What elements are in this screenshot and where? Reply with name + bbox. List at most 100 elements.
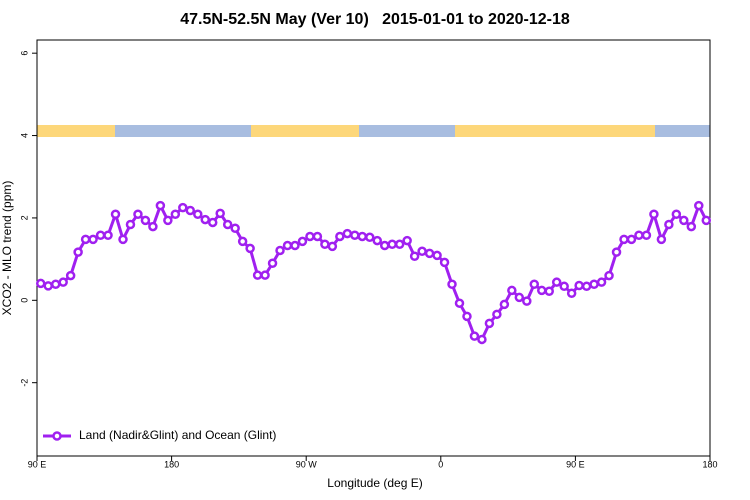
- surface-band: [37, 125, 710, 137]
- y-tick-label: 4: [19, 133, 29, 138]
- data-point: [544, 286, 554, 296]
- x-tick-label: 180: [164, 459, 179, 469]
- data-point: [432, 250, 442, 261]
- data-point: [379, 240, 390, 251]
- data-point: [372, 235, 382, 246]
- data-point: [163, 215, 173, 226]
- data-point: [118, 234, 128, 245]
- data-point: [245, 243, 255, 254]
- data-point: [514, 292, 525, 303]
- data-point: [312, 231, 323, 242]
- data-point: [417, 246, 427, 257]
- data-point: [148, 221, 158, 232]
- data-point: [297, 236, 308, 247]
- data-point: [80, 234, 91, 245]
- data-point: [619, 234, 629, 245]
- data-point: [559, 281, 569, 292]
- data-point: [566, 288, 577, 299]
- data-point: [596, 277, 607, 287]
- data-point: [664, 219, 674, 230]
- data-point: [365, 232, 375, 243]
- data-point: [320, 239, 330, 250]
- data-point: [581, 281, 592, 292]
- data-point: [178, 202, 188, 213]
- data-point: [95, 230, 106, 240]
- data-point: [679, 215, 689, 226]
- data-point: [350, 230, 360, 240]
- data-point: [193, 209, 203, 219]
- data-point: [694, 200, 704, 211]
- data-point: [671, 209, 682, 219]
- data-point: [537, 285, 547, 296]
- data-point: [155, 200, 166, 211]
- data-point: [641, 230, 652, 240]
- data-point: [110, 209, 121, 219]
- data-point: [65, 270, 76, 281]
- data-point: [701, 215, 712, 226]
- data-point: [551, 277, 562, 287]
- x-tick-label: 180: [702, 459, 717, 469]
- data-point: [409, 251, 420, 261]
- y-axis-label: XCO2 - MLO trend (ppm): [0, 181, 14, 316]
- x-tick-label: 90 E: [566, 459, 585, 469]
- data-point: [43, 281, 53, 291]
- data-point: [140, 215, 151, 226]
- y-tick-label: -2: [19, 379, 29, 387]
- data-point: [305, 231, 315, 242]
- data-point: [222, 219, 233, 230]
- data-point: [290, 240, 300, 251]
- data-point: [507, 285, 517, 296]
- data-point: [327, 241, 338, 252]
- legend-label: Land (Nadir&Glint) and Ocean (Glint): [79, 428, 276, 442]
- data-point: [282, 240, 293, 251]
- data-point: [170, 209, 181, 219]
- data-point: [686, 221, 697, 232]
- data-point: [252, 270, 263, 280]
- data-point: [342, 228, 353, 239]
- plot-frame: [36, 39, 711, 457]
- data-point: [626, 234, 637, 245]
- data-point: [103, 230, 113, 240]
- data-point: [492, 309, 502, 320]
- data-point: [200, 214, 210, 225]
- data-point: [604, 270, 614, 281]
- x-tick-label: 0: [438, 459, 443, 469]
- data-point: [387, 239, 397, 250]
- chart-title: 47.5N-52.5N May (Ver 10) 2015-01-01 to 2…: [180, 11, 570, 28]
- data-point: [230, 223, 240, 233]
- data-point: [649, 209, 659, 219]
- data-point: [125, 219, 136, 230]
- data-point: [477, 334, 487, 345]
- data-point: [462, 311, 472, 322]
- x-axis-label: Longitude (deg E): [327, 476, 422, 490]
- y-tick-label: 2: [19, 215, 29, 220]
- data-point: [634, 230, 644, 240]
- data-point: [185, 205, 196, 216]
- data-point: [394, 239, 405, 250]
- data-point: [207, 217, 218, 228]
- data-point: [611, 247, 622, 257]
- data-point: [574, 280, 584, 291]
- data-point: [237, 236, 248, 247]
- data-point: [656, 234, 667, 245]
- data-point: [260, 270, 270, 280]
- legend-marker: [52, 431, 62, 441]
- data-point: [275, 245, 285, 256]
- data-point: [267, 258, 278, 268]
- data-point: [529, 279, 540, 289]
- data-point: [402, 235, 412, 246]
- y-tick-label: 0: [19, 298, 29, 303]
- data-point: [589, 279, 599, 289]
- data-point: [357, 231, 368, 242]
- data-point: [73, 247, 83, 257]
- data-point: [58, 277, 68, 287]
- data-point: [499, 299, 510, 310]
- data-point: [133, 209, 143, 219]
- data-point: [50, 279, 61, 289]
- data-point: [469, 331, 480, 341]
- data-point: [484, 318, 495, 329]
- data-point: [424, 248, 435, 259]
- data-point: [454, 298, 465, 308]
- data-point: [35, 278, 46, 289]
